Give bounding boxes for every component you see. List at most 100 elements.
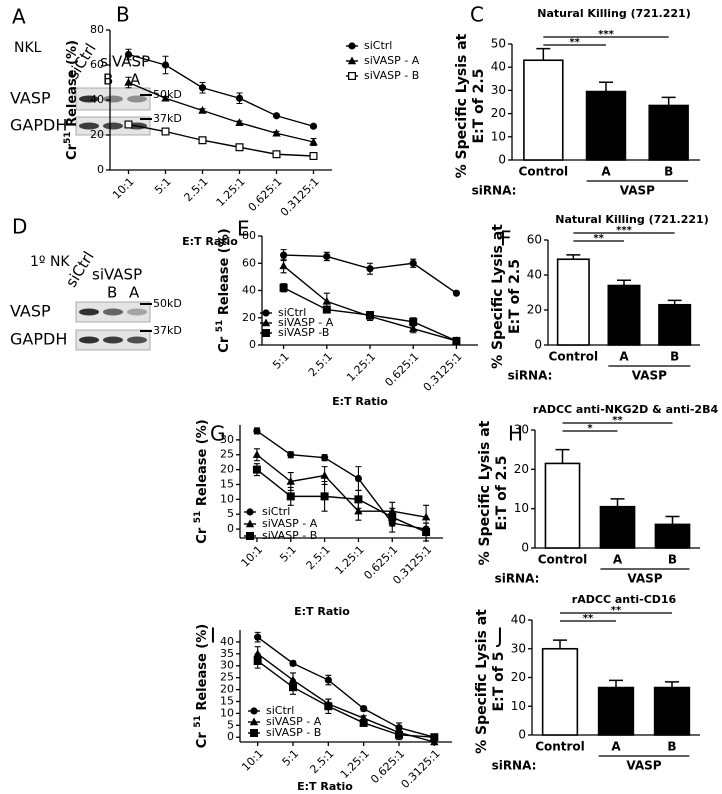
data-point	[359, 718, 368, 727]
y-tick-label: 40	[527, 268, 542, 282]
legend-label: siCtrl	[364, 39, 392, 52]
data-point	[161, 93, 170, 102]
y-axis-label: E:T of 2.5	[471, 69, 487, 144]
x-tick-label: 10:1	[238, 543, 265, 570]
legend-label: siVASP -B	[278, 326, 329, 339]
x-tick-label: 5:1	[280, 747, 302, 769]
panel-label: H	[508, 422, 523, 446]
blot-band	[103, 95, 123, 103]
x-tick-label: Control	[519, 165, 569, 179]
bar	[607, 284, 641, 346]
row-label: GAPDH	[10, 330, 67, 349]
panel-label: J	[495, 624, 503, 648]
panel-label: G	[210, 422, 226, 446]
error-bar	[553, 639, 567, 649]
data-point	[452, 289, 460, 297]
data-point	[287, 451, 295, 459]
x-tick-label: A	[613, 553, 623, 567]
blot-strip	[75, 87, 151, 111]
chart-title: rADCC anti-CD16	[572, 593, 677, 606]
y-tick-label: 20	[527, 303, 542, 317]
significance-label: **	[583, 613, 594, 624]
legend-label: siCtrl	[266, 704, 294, 717]
group-label: siRNA:	[495, 572, 540, 586]
significance-label: **	[612, 415, 623, 426]
blot-band	[79, 336, 99, 344]
error-bar	[665, 515, 680, 525]
data-point	[322, 305, 331, 314]
error-bar	[617, 279, 631, 286]
bar	[654, 523, 691, 549]
data-point	[409, 324, 418, 332]
data-point	[252, 465, 261, 474]
x-tick-label: 2.5:1	[307, 747, 336, 776]
y-tick-label: 25	[220, 671, 234, 684]
series-line	[256, 454, 427, 518]
data-point	[124, 78, 133, 86]
data-point	[421, 512, 431, 521]
y-axis-label: E:T of 2.5	[494, 456, 510, 531]
blot-band	[127, 95, 147, 103]
significance-label: **	[569, 37, 580, 48]
data-point	[309, 137, 318, 146]
size-marker: 50kD	[153, 297, 182, 310]
y-tick-label: 30	[491, 83, 506, 97]
data-point	[272, 112, 281, 120]
significance-label: ***	[598, 29, 614, 40]
data-point	[279, 283, 288, 292]
y-label-part: Release (%)	[195, 624, 210, 715]
bar	[556, 258, 590, 346]
x-axis-label: E:T Ratio	[332, 395, 388, 408]
y-tick-label: 20	[90, 128, 104, 141]
group-name: VASP	[626, 759, 661, 773]
y-tick-label: 5	[227, 507, 234, 520]
y-tick-label: 5	[227, 718, 234, 731]
y-tick-label: 30	[514, 423, 529, 437]
y-axis-label: Cr 51 Release (%)	[193, 624, 210, 748]
x-tick-label: A	[611, 740, 621, 754]
data-point	[252, 450, 262, 458]
y-tick-label: 40	[242, 284, 256, 297]
data-point	[253, 656, 262, 665]
x-tick-label: 0.3125:1	[421, 350, 465, 394]
y-tick-label: 20	[220, 683, 234, 696]
significance-label: **	[593, 233, 604, 244]
x-tick-label: Control	[538, 553, 588, 567]
y-label-part: Cr	[217, 332, 232, 352]
data-point	[279, 261, 288, 270]
legend-label: siCtrl	[278, 306, 306, 319]
data-point	[354, 506, 363, 515]
x-tick-label: A	[619, 350, 629, 364]
y-axis-label: % Specific Lysis at	[454, 33, 470, 178]
data-point	[324, 702, 333, 711]
series-line	[128, 123, 314, 157]
y-axis-label: % Specific Lysis at	[474, 609, 490, 754]
data-point	[124, 50, 133, 59]
x-tick-label: A	[601, 165, 611, 179]
y-tick-label: 10	[514, 501, 529, 515]
series-line	[257, 636, 435, 738]
data-point	[235, 143, 244, 152]
blot-band	[103, 122, 123, 130]
data-point	[452, 336, 461, 345]
y-label-sup: 51	[193, 715, 203, 728]
y-tick-label: 25	[220, 448, 234, 461]
data-point	[235, 118, 244, 126]
legend-label: siVASP - A	[266, 715, 322, 728]
group-label: siRNA:	[492, 759, 537, 773]
y-label-part: Cr	[195, 728, 210, 748]
blot-band	[103, 308, 123, 316]
error-bar	[599, 81, 613, 92]
x-tick-label: 0.625:1	[382, 350, 421, 389]
data-point	[253, 649, 262, 658]
x-tick-label: 0.3125:1	[278, 175, 322, 219]
blot-band	[127, 336, 147, 344]
y-tick-label: 0	[227, 522, 234, 535]
y-tick-label: 80	[242, 229, 256, 242]
y-tick-label: 30	[220, 433, 234, 446]
y-tick-label: 0	[518, 728, 526, 742]
y-label-part: Release (%)	[195, 419, 210, 510]
legend-marker	[347, 56, 357, 65]
data-point	[366, 265, 374, 273]
x-tick-label: 1.25:1	[338, 747, 372, 781]
